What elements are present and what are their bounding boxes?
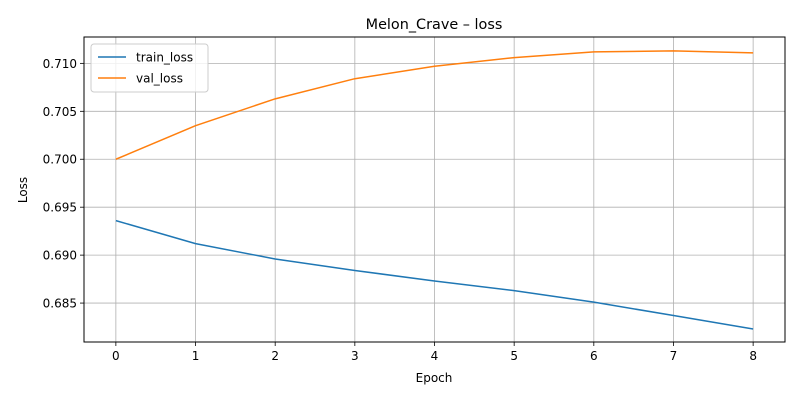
data-point <box>673 315 675 317</box>
data-point <box>195 243 197 245</box>
y-tick-label: 0.710 <box>43 57 77 71</box>
data-point <box>434 280 436 282</box>
data-point <box>354 78 356 80</box>
data-point <box>593 301 595 303</box>
x-tick-label: 0 <box>112 349 120 363</box>
data-point <box>274 98 276 100</box>
x-tick-label: 6 <box>590 349 598 363</box>
data-point <box>752 52 754 54</box>
series-line-train-loss <box>115 219 754 330</box>
x-tick-label: 4 <box>431 349 439 363</box>
x-tick-label: 5 <box>510 349 518 363</box>
legend: train_loss val_loss <box>90 43 209 93</box>
x-tick-label: 2 <box>271 349 279 363</box>
data-point <box>274 258 276 260</box>
data-point <box>673 50 675 52</box>
y-axis-ticks: 0.685 0.690 0.695 0.700 0.705 0.710 <box>43 57 84 311</box>
x-axis-ticks: 0 1 2 3 4 5 6 7 8 <box>112 342 757 363</box>
legend-box <box>90 43 209 93</box>
data-point <box>115 158 117 160</box>
chart-title: Melon_Crave – loss <box>366 17 503 33</box>
grid <box>84 37 785 342</box>
data-point <box>195 125 197 127</box>
data-point <box>354 270 356 272</box>
data-point <box>593 51 595 53</box>
legend-label: train_loss <box>136 51 193 65</box>
y-axis-label: Loss <box>16 177 30 203</box>
y-tick-label: 0.690 <box>43 249 77 263</box>
data-point <box>752 328 754 330</box>
x-tick-label: 8 <box>749 349 757 363</box>
data-point <box>513 57 515 59</box>
legend-label: val_loss <box>136 72 183 86</box>
x-axis-label: Epoch <box>416 371 453 385</box>
x-tick-label: 1 <box>192 349 200 363</box>
y-tick-label: 0.705 <box>43 105 77 119</box>
x-tick-label: 3 <box>351 349 359 363</box>
y-tick-label: 0.695 <box>43 201 77 215</box>
data-point <box>115 220 117 222</box>
x-tick-label: 7 <box>670 349 678 363</box>
data-point <box>434 65 436 67</box>
series-line-val-loss <box>115 50 754 160</box>
data-point <box>513 290 515 292</box>
series-lines <box>115 50 754 330</box>
y-tick-label: 0.700 <box>43 153 77 167</box>
y-tick-label: 0.685 <box>43 297 77 311</box>
